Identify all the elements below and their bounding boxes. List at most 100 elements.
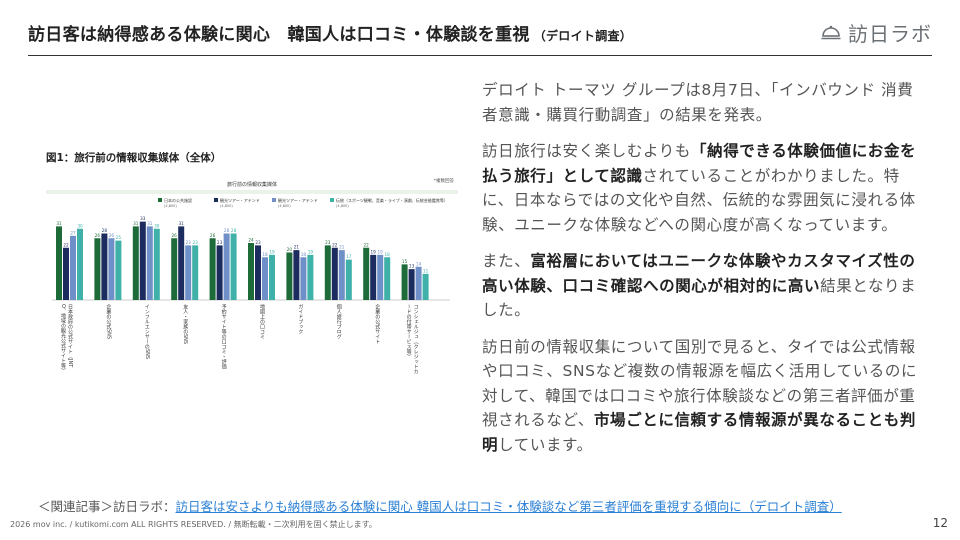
- category-label: インフルエンサーのSNS: [144, 304, 150, 359]
- footer-copyright: 2026 mov inc. / kutikomi.com ALL RIGHTS …: [10, 520, 377, 529]
- bar: [108, 238, 115, 300]
- related-article-link[interactable]: 訪日客は安さよりも納得感ある体験に関心 韓国人は口コミ・体験談など第三者評価を重…: [175, 499, 842, 514]
- related-article: ＜関連記事＞訪日ラボ：訪日客は安さよりも納得感ある体験に関心 韓国人は口コミ・体…: [38, 496, 842, 515]
- bar-value-label: 33: [140, 216, 146, 221]
- legend-label: 日本の公共施設: [164, 197, 192, 203]
- category-label-cont: O、地域の観光公式サイト等）: [60, 304, 66, 373]
- bar: [370, 254, 377, 300]
- legend-label: 観光ツアー・アテンド: [220, 197, 260, 203]
- p2-text-c: されていることがわかりました。特に、日本ならではの文化や自然、伝統的な雰囲気に浸…: [482, 166, 916, 234]
- bar: [77, 228, 83, 300]
- bar: [345, 259, 352, 300]
- bar: [422, 273, 429, 300]
- legend-swatch: [272, 198, 276, 202]
- bar-value-label: 26: [95, 233, 101, 238]
- bar: [223, 233, 230, 300]
- bar-value-label: 19: [308, 249, 314, 254]
- category-label: コンシェルジュ（クレジットカ: [413, 304, 419, 375]
- related-prefix: ＜関連記事＞訪日ラボ：: [38, 499, 176, 514]
- bar-value-label: 19: [371, 249, 377, 254]
- bar-value-label: 11: [423, 268, 429, 273]
- bar-value-label: 18: [262, 252, 268, 257]
- brand-logo-text: 訪日ラボ: [848, 22, 932, 46]
- category-label: 日本政府の公式サイト（JNT: [67, 304, 73, 368]
- bar: [248, 243, 254, 300]
- bar-value-label: 28: [102, 228, 108, 233]
- bar-value-label: 19: [269, 249, 275, 254]
- bar: [153, 228, 160, 300]
- bar-value-label: 26: [210, 233, 216, 238]
- category-label: 予約サイト等の口コミ・評価: [221, 303, 227, 370]
- legend-label: 観光ツアー・アテンド: [278, 197, 318, 203]
- p4-emphasis: 市場ごとに信頼する情報源が異なることも判明: [482, 411, 916, 454]
- bar-value-label: 21: [339, 245, 345, 250]
- bar-value-label: 30: [154, 223, 160, 228]
- p3-text-a: また、: [482, 252, 531, 270]
- bar-value-label: 31: [179, 221, 185, 226]
- bar: [216, 245, 223, 300]
- bar: [63, 247, 69, 300]
- legend-n: (4,800): [278, 204, 291, 208]
- bar: [70, 235, 76, 300]
- category-label: 地図上の口コミ: [259, 303, 265, 339]
- bar-value-label: 15: [402, 259, 408, 264]
- bar: [300, 257, 307, 300]
- bar-value-label: 27: [70, 230, 76, 235]
- bar: [293, 250, 300, 300]
- domed-cloche-icon: [821, 25, 841, 39]
- bar-value-label: 23: [193, 240, 199, 245]
- slide-title-main: 訪日客は納得感ある体験に関心 韓国人は口コミ・体験談を重視: [28, 25, 530, 45]
- bar: [115, 240, 122, 300]
- bar-value-label: 14: [416, 261, 422, 266]
- slide-title: 訪日客は納得感ある体験に関心 韓国人は口コミ・体験談を重視 （デロイト調査）: [28, 20, 632, 45]
- figure-title: 図1：旅行前の情報収集媒体（全体）: [46, 152, 222, 164]
- bar-value-label: 31: [56, 221, 62, 226]
- bar: [401, 264, 408, 300]
- bar-value-label: 28: [224, 228, 230, 233]
- bar: [331, 247, 338, 300]
- bar: [209, 238, 216, 300]
- figure-info-sources: 図1：旅行前の情報収集媒体（全体） 旅行前の情報収集媒体 *複数回答 日本の公共施設…: [46, 150, 458, 390]
- bar: [415, 266, 422, 300]
- bar: [384, 257, 391, 300]
- bar-value-label: 19: [378, 249, 384, 254]
- bar-value-label: 28: [231, 228, 237, 233]
- p1-text: デロイト トーマツ グループは8月7日、「インバウンド 消費者意識・購買行動調査…: [482, 81, 914, 124]
- legend-label: 伝統（スポーツ観戦、音楽・ライブ・演劇、伝統芸能鑑賞等）: [336, 197, 448, 203]
- p3-emphasis: 富裕層においてはユニークな体験やカスタマイズ性の高い体験、口コミ確認への関心が相…: [482, 252, 916, 295]
- bar-value-label: 21: [294, 245, 300, 250]
- bar-value-label: 23: [186, 240, 192, 245]
- p3-text-c: 結果となりました。: [482, 276, 917, 320]
- legend-n: (4,800): [220, 204, 233, 208]
- legend-swatch: [158, 198, 162, 202]
- legend-n: (4,800): [164, 204, 177, 208]
- p4-text-a: 訪日前の情報収集について国別で見ると、タイでは公式情報や口コミ、SNSなど複数の…: [482, 337, 918, 430]
- bar-value-label: 22: [63, 242, 69, 247]
- bar: [262, 257, 268, 300]
- bar-value-label: 23: [255, 240, 261, 245]
- bar: [338, 250, 345, 300]
- bar-value-label: 26: [109, 233, 115, 238]
- bar-value-label: 18: [301, 252, 307, 257]
- bar-value-label: 26: [172, 233, 178, 238]
- bar: [185, 245, 192, 300]
- bar-value-label: 22: [364, 242, 370, 247]
- bar-value-label: 13: [409, 264, 415, 269]
- paragraph-2: 訪日旅行は安く楽しむよりも「納得できる体験価値にお金を払う旅行」として認識されて…: [482, 139, 922, 237]
- chart-top-band: [46, 190, 458, 194]
- bar-value-label: 18: [385, 252, 391, 257]
- bar: [146, 226, 153, 300]
- bar: [94, 238, 101, 300]
- bar: [132, 226, 139, 300]
- category-label: 企業の公式SNS: [105, 303, 111, 339]
- bar-chart: 旅行前の情報収集媒体*複数回答日本の公共施設(4,800)観光ツアー・アテンド(…: [46, 170, 458, 390]
- article-summary: デロイト トーマツ グループは8月7日、「インバウンド 消費者意識・購買行動調査…: [482, 78, 922, 469]
- bar-value-label: 20: [287, 247, 293, 252]
- p2-text-a: 訪日旅行は安く楽しむよりも: [482, 142, 691, 160]
- bar-value-label: 24: [248, 238, 254, 243]
- brand-logo: 訪日ラボ: [820, 18, 932, 47]
- category-label: ガイドブック: [297, 303, 303, 334]
- legend-swatch: [330, 198, 334, 202]
- category-label-cont: ードの付帯サービス等）: [406, 304, 412, 359]
- bar: [101, 233, 108, 300]
